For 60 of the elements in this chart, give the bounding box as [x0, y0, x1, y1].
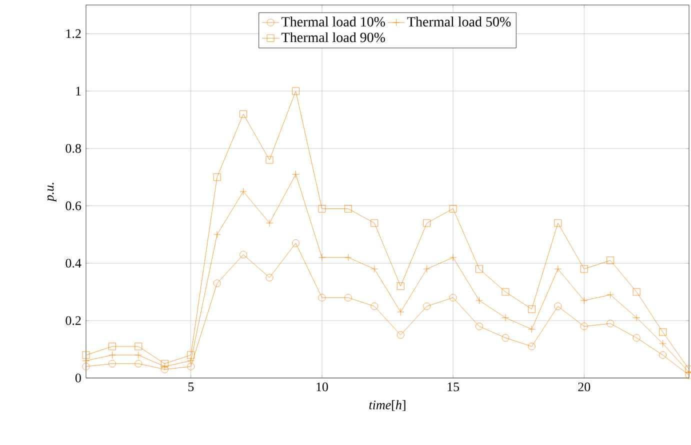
y-tick-label: 1	[76, 86, 81, 96]
legend-label: Thermal load 50%	[407, 16, 511, 27]
legend-label: Thermal load 10%	[282, 16, 386, 27]
point	[476, 322, 483, 330]
point	[134, 360, 142, 368]
point	[423, 219, 431, 227]
point	[476, 265, 483, 273]
point	[659, 328, 666, 336]
point	[502, 288, 510, 296]
point	[318, 294, 326, 302]
point	[134, 342, 142, 350]
y-tick-label: 0.6	[66, 201, 82, 210]
point	[580, 265, 588, 273]
point	[449, 205, 457, 212]
point	[240, 110, 248, 118]
point	[423, 302, 431, 310]
point	[292, 239, 300, 247]
point	[632, 288, 640, 296]
point	[160, 360, 168, 368]
y-tick-label: 1.2	[66, 29, 81, 38]
point	[554, 302, 562, 310]
point	[528, 342, 536, 350]
y-tick-label: 0.4	[66, 258, 82, 268]
point	[108, 342, 116, 350]
point	[528, 305, 536, 313]
point	[502, 334, 510, 342]
point	[292, 87, 300, 95]
x-axis-title: time[h]	[369, 400, 406, 411]
y-axis-title: p.u.	[47, 182, 56, 202]
point	[213, 173, 221, 181]
point	[108, 360, 116, 368]
point	[554, 219, 562, 227]
point	[580, 322, 588, 330]
point	[187, 362, 195, 370]
point	[160, 366, 168, 374]
point	[213, 280, 221, 288]
point	[449, 294, 457, 302]
point	[344, 294, 352, 302]
point	[659, 351, 666, 359]
point	[82, 362, 90, 370]
y-tick-label: 0.2	[66, 316, 81, 326]
y-tick-label: 0	[75, 374, 81, 382]
point	[240, 250, 248, 258]
legend-label: Thermal load 90%	[282, 32, 386, 42]
point	[344, 205, 352, 212]
x-tick-label: 20	[578, 382, 590, 392]
point	[266, 156, 274, 164]
point	[266, 274, 274, 282]
point	[606, 320, 614, 328]
point	[370, 302, 378, 310]
point	[370, 219, 378, 227]
point	[606, 256, 614, 264]
point	[396, 282, 404, 290]
point	[632, 334, 640, 342]
x-tick-label: 5	[188, 382, 194, 392]
point	[318, 205, 326, 212]
x-tick-label: 15	[448, 382, 460, 392]
point	[396, 331, 404, 339]
x-tick-label: 10	[316, 382, 328, 392]
y-tick-label: 0.8	[66, 144, 81, 153]
